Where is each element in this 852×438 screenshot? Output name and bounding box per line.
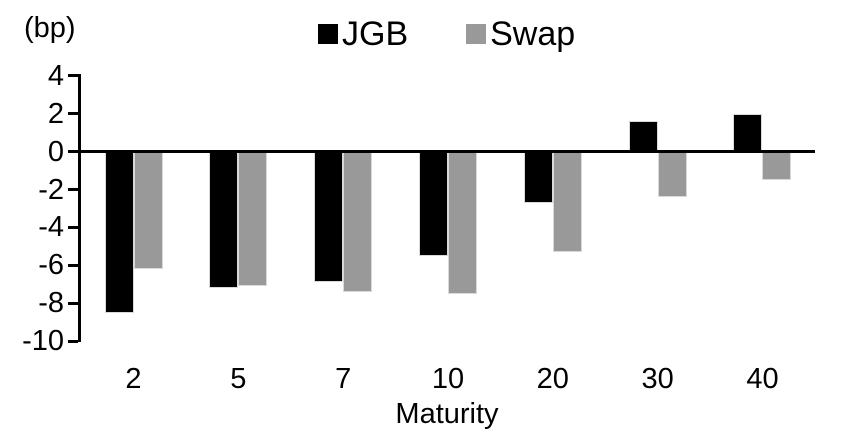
y-axis-line (78, 74, 81, 343)
y-tick-label: -2 (38, 173, 64, 206)
x-axis-title: Maturity (395, 398, 499, 430)
bar-jgb-40 (733, 113, 763, 152)
y-tick-mark (68, 112, 78, 116)
bar-jgb-30 (628, 121, 658, 152)
legend-label-swap: Swap (490, 15, 576, 53)
bar-swap-40 (762, 151, 792, 181)
bar-jgb-10 (418, 151, 448, 256)
y-tick-label: 0 (47, 135, 64, 168)
legend-swatch-jgb-icon (318, 24, 338, 44)
bar-swap-20 (552, 151, 582, 253)
zero-line (78, 150, 815, 154)
y-tick-mark (68, 188, 78, 192)
bar-swap-5 (238, 151, 268, 287)
y-tick-label: -8 (38, 287, 64, 320)
legend-label-jgb: JGB (342, 15, 409, 53)
y-tick-mark (68, 339, 78, 343)
y-tick-mark (68, 74, 78, 78)
y-tick-mark (68, 225, 78, 229)
y-tick-label: -10 (22, 325, 64, 357)
legend-swatch-swap-icon (466, 24, 487, 44)
y-tick-label: 2 (47, 97, 64, 130)
bar-jgb-5 (209, 151, 239, 288)
y-tick-label: 4 (47, 59, 64, 92)
x-tick-label: 20 (536, 363, 569, 395)
y-tick-mark (68, 301, 78, 305)
y-tick-label: -4 (38, 211, 64, 244)
legend-item-jgb: JGB (318, 16, 408, 52)
bar-swap-2 (133, 151, 163, 270)
x-tick-label: 40 (746, 363, 779, 395)
bar-swap-10 (447, 151, 477, 294)
bar-swap-30 (657, 151, 687, 198)
x-tick-label: 10 (431, 363, 465, 395)
y-tick-label: -6 (38, 249, 64, 282)
y-tick-mark (68, 150, 78, 154)
x-tick-label: 2 (125, 363, 142, 395)
bar-jgb-7 (314, 151, 344, 283)
bar-swap-7 (343, 151, 373, 292)
x-tick-label: 30 (641, 363, 674, 395)
legend-item-swap: Swap (466, 16, 575, 52)
bar-jgb-2 (104, 151, 134, 313)
y-axis-unit-label: (bp) (24, 12, 76, 44)
bar-jgb-20 (523, 151, 553, 203)
y-tick-mark (68, 263, 78, 267)
x-tick-label: 5 (230, 363, 247, 395)
legend: JGB Swap (318, 16, 575, 52)
x-tick-label: 7 (335, 363, 352, 395)
